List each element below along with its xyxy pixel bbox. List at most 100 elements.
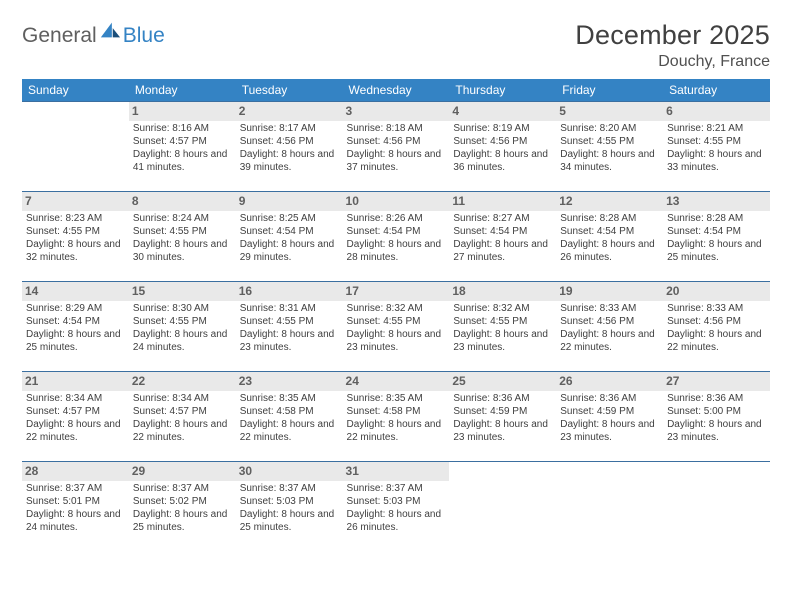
day-number: 15	[129, 282, 236, 301]
calendar-body: 1Sunrise: 8:16 AMSunset: 4:57 PMDaylight…	[22, 102, 770, 552]
sunset-line: Sunset: 4:58 PM	[347, 406, 446, 419]
sunset-line: Sunset: 4:57 PM	[133, 406, 232, 419]
sunset-line: Sunset: 4:59 PM	[560, 406, 659, 419]
sunset-line: Sunset: 4:54 PM	[453, 226, 552, 239]
sunset-line: Sunset: 5:03 PM	[347, 496, 446, 509]
sunrise-line: Sunrise: 8:32 AM	[347, 303, 446, 316]
day-info: Sunrise: 8:33 AMSunset: 4:56 PMDaylight:…	[667, 303, 766, 354]
sunset-line: Sunset: 4:55 PM	[667, 136, 766, 149]
calendar-table: SundayMondayTuesdayWednesdayThursdayFrid…	[22, 79, 770, 552]
daylight-line: Daylight: 8 hours and 25 minutes.	[240, 509, 339, 535]
logo-text-2: Blue	[123, 24, 165, 48]
sunrise-line: Sunrise: 8:24 AM	[133, 213, 232, 226]
calendar-cell: 13Sunrise: 8:28 AMSunset: 4:54 PMDayligh…	[663, 192, 770, 282]
day-info: Sunrise: 8:35 AMSunset: 4:58 PMDaylight:…	[240, 393, 339, 444]
daylight-line: Daylight: 8 hours and 32 minutes.	[26, 239, 125, 265]
daylight-line: Daylight: 8 hours and 34 minutes.	[560, 149, 659, 175]
sunrise-line: Sunrise: 8:28 AM	[560, 213, 659, 226]
daylight-line: Daylight: 8 hours and 29 minutes.	[240, 239, 339, 265]
day-number: 4	[449, 102, 556, 121]
calendar-cell-empty	[556, 462, 663, 552]
day-number: 16	[236, 282, 343, 301]
daylight-line: Daylight: 8 hours and 41 minutes.	[133, 149, 232, 175]
sunset-line: Sunset: 4:55 PM	[347, 316, 446, 329]
day-info: Sunrise: 8:27 AMSunset: 4:54 PMDaylight:…	[453, 213, 552, 264]
daylight-line: Daylight: 8 hours and 22 minutes.	[26, 419, 125, 445]
day-info: Sunrise: 8:37 AMSunset: 5:03 PMDaylight:…	[240, 483, 339, 534]
sunrise-line: Sunrise: 8:34 AM	[26, 393, 125, 406]
calendar-cell: 8Sunrise: 8:24 AMSunset: 4:55 PMDaylight…	[129, 192, 236, 282]
calendar-cell: 5 Sunrise: 8:20 AMSunset: 4:55 PMDaylight…	[556, 102, 663, 192]
calendar-row: 7Sunrise: 8:23 AMSunset: 4:55 PMDaylight…	[22, 192, 770, 282]
day-number: 18	[449, 282, 556, 301]
calendar-cell: 20Sunrise: 8:33 AMSunset: 4:56 PMDayligh…	[663, 282, 770, 372]
daylight-line: Daylight: 8 hours and 26 minutes.	[560, 239, 659, 265]
sunrise-line: Sunrise: 8:34 AM	[133, 393, 232, 406]
daylight-line: Daylight: 8 hours and 22 minutes.	[240, 419, 339, 445]
sunset-line: Sunset: 4:57 PM	[26, 406, 125, 419]
day-number: 21	[22, 372, 129, 391]
calendar-cell: 24Sunrise: 8:35 AMSunset: 4:58 PMDayligh…	[343, 372, 450, 462]
sunrise-line: Sunrise: 8:31 AM	[240, 303, 339, 316]
daylight-line: Daylight: 8 hours and 23 minutes.	[347, 329, 446, 355]
sunrise-line: Sunrise: 8:30 AM	[133, 303, 232, 316]
sunset-line: Sunset: 4:55 PM	[133, 226, 232, 239]
day-number: 25	[449, 372, 556, 391]
sunrise-line: Sunrise: 8:19 AM	[453, 123, 552, 136]
day-info: Sunrise: 8:16 AMSunset: 4:57 PMDaylight:…	[133, 123, 232, 174]
calendar-cell: 15Sunrise: 8:30 AMSunset: 4:55 PMDayligh…	[129, 282, 236, 372]
day-info: Sunrise: 8:26 AMSunset: 4:54 PMDaylight:…	[347, 213, 446, 264]
day-info: Sunrise: 8:37 AMSunset: 5:02 PMDaylight:…	[133, 483, 232, 534]
daylight-line: Daylight: 8 hours and 36 minutes.	[453, 149, 552, 175]
sunrise-line: Sunrise: 8:27 AM	[453, 213, 552, 226]
calendar-cell-empty	[449, 462, 556, 552]
sunset-line: Sunset: 4:59 PM	[453, 406, 552, 419]
weekday-header: Saturday	[663, 79, 770, 102]
weekday-header: Friday	[556, 79, 663, 102]
day-number: 19	[556, 282, 663, 301]
sunset-line: Sunset: 4:56 PM	[560, 316, 659, 329]
sunset-line: Sunset: 4:56 PM	[667, 316, 766, 329]
sunset-line: Sunset: 4:56 PM	[240, 136, 339, 149]
sunrise-line: Sunrise: 8:21 AM	[667, 123, 766, 136]
daylight-line: Daylight: 8 hours and 33 minutes.	[667, 149, 766, 175]
day-number: 27	[663, 372, 770, 391]
daylight-line: Daylight: 8 hours and 25 minutes.	[667, 239, 766, 265]
day-number: 29	[129, 462, 236, 481]
calendar-cell: 17Sunrise: 8:32 AMSunset: 4:55 PMDayligh…	[343, 282, 450, 372]
day-info: Sunrise: 8:20 AMSunset: 4:55 PMDaylight:…	[560, 123, 659, 174]
day-info: Sunrise: 8:32 AMSunset: 4:55 PMDaylight:…	[453, 303, 552, 354]
weekday-header: Sunday	[22, 79, 129, 102]
day-info: Sunrise: 8:37 AMSunset: 5:01 PMDaylight:…	[26, 483, 125, 534]
day-number: 12	[556, 192, 663, 211]
calendar-cell: 21 Sunrise: 8:34 AMSunset: 4:57 PMDayligh…	[22, 372, 129, 462]
title-month: December 2025	[575, 20, 770, 51]
calendar-cell: 29 Sunrise: 8:37 AMSunset: 5:02 PMDayligh…	[129, 462, 236, 552]
calendar-cell: 22Sunrise: 8:34 AMSunset: 4:57 PMDayligh…	[129, 372, 236, 462]
sunrise-line: Sunrise: 8:16 AM	[133, 123, 232, 136]
sunset-line: Sunset: 4:54 PM	[560, 226, 659, 239]
calendar-cell: 11Sunrise: 8:27 AMSunset: 4:54 PMDayligh…	[449, 192, 556, 282]
daylight-line: Daylight: 8 hours and 37 minutes.	[347, 149, 446, 175]
sunset-line: Sunset: 4:54 PM	[347, 226, 446, 239]
sunset-line: Sunset: 4:54 PM	[667, 226, 766, 239]
sunrise-line: Sunrise: 8:29 AM	[26, 303, 125, 316]
day-number: 5	[556, 102, 663, 121]
day-info: Sunrise: 8:36 AMSunset: 5:00 PMDaylight:…	[667, 393, 766, 444]
calendar-cell: 25Sunrise: 8:36 AMSunset: 4:59 PMDayligh…	[449, 372, 556, 462]
weekday-header: Wednesday	[343, 79, 450, 102]
sunrise-line: Sunrise: 8:26 AM	[347, 213, 446, 226]
daylight-line: Daylight: 8 hours and 39 minutes.	[240, 149, 339, 175]
sunrise-line: Sunrise: 8:37 AM	[26, 483, 125, 496]
daylight-line: Daylight: 8 hours and 30 minutes.	[133, 239, 232, 265]
day-number: 7	[22, 192, 129, 211]
sunset-line: Sunset: 4:54 PM	[26, 316, 125, 329]
calendar-cell: 2Sunrise: 8:17 AMSunset: 4:56 PMDaylight…	[236, 102, 343, 192]
daylight-line: Daylight: 8 hours and 22 minutes.	[667, 329, 766, 355]
day-info: Sunrise: 8:24 AMSunset: 4:55 PMDaylight:…	[133, 213, 232, 264]
logo: General Blue	[22, 20, 165, 48]
day-number: 2	[236, 102, 343, 121]
day-info: Sunrise: 8:28 AMSunset: 4:54 PMDaylight:…	[667, 213, 766, 264]
day-number: 23	[236, 372, 343, 391]
sunset-line: Sunset: 4:56 PM	[453, 136, 552, 149]
